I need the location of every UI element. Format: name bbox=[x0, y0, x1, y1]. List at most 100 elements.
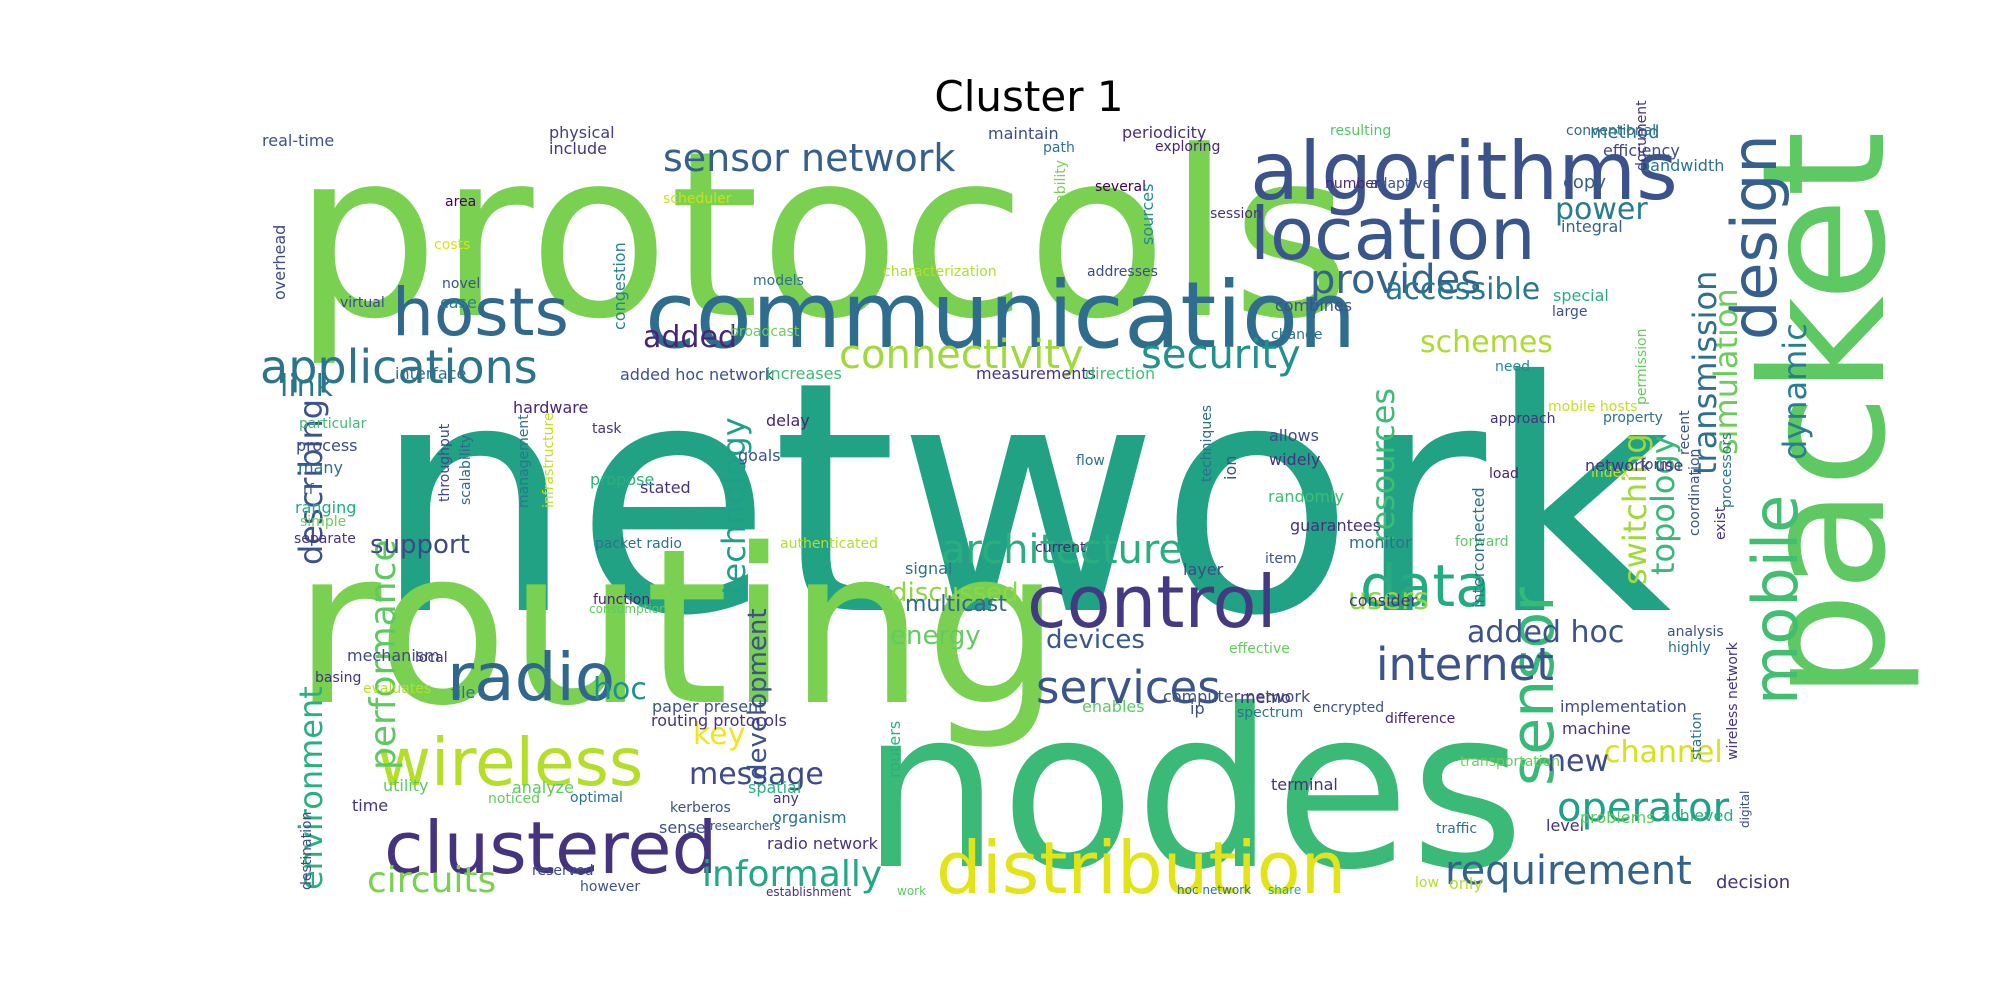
word-highly: highly bbox=[1668, 640, 1711, 656]
word-station: station bbox=[1689, 711, 1705, 760]
word-sense: sense bbox=[659, 818, 706, 837]
word-utility: utility bbox=[383, 776, 429, 795]
word-network-use: network use bbox=[1585, 456, 1684, 475]
word-connectivity: connectivity bbox=[839, 332, 1084, 378]
word-operator: operator bbox=[1557, 785, 1730, 831]
word-informally: informally bbox=[702, 854, 883, 895]
word-level: level bbox=[1546, 816, 1585, 835]
word-hosts: hosts bbox=[392, 274, 569, 351]
word-copy: copy bbox=[1563, 172, 1606, 193]
word-paper-present: paper present bbox=[652, 697, 765, 716]
word-ip: ip bbox=[1190, 699, 1205, 718]
word-optimal: optimal bbox=[570, 790, 623, 806]
word-wireless-network: wireless network bbox=[1725, 642, 1741, 760]
word-item: item bbox=[1265, 551, 1297, 567]
word-broadcast: broadcast bbox=[730, 324, 800, 340]
word-addresses: addresses bbox=[1087, 264, 1158, 280]
word-network: network bbox=[372, 314, 1672, 686]
word-nodes: nodes bbox=[861, 662, 1525, 918]
word-form: form bbox=[1640, 457, 1673, 473]
word-protocols: protocols bbox=[293, 103, 1352, 370]
word-consumption: consumption bbox=[589, 602, 667, 616]
word-work: work bbox=[897, 884, 927, 898]
word-routers: routers bbox=[885, 720, 904, 778]
word-provides: provides bbox=[1310, 257, 1482, 303]
word-analysis: analysis bbox=[1667, 624, 1724, 640]
word-virtual: virtual bbox=[340, 295, 385, 311]
word-circuits: circuits bbox=[367, 860, 497, 901]
word-file: file bbox=[451, 683, 476, 702]
word-energy: energy bbox=[890, 621, 981, 651]
word-special: special bbox=[1553, 286, 1609, 305]
word-only: only bbox=[1449, 874, 1483, 893]
word-conventional: conventional bbox=[1566, 123, 1657, 139]
word-basing: basing bbox=[315, 670, 362, 686]
word-current: current bbox=[1035, 540, 1086, 556]
word-share: share bbox=[1268, 883, 1302, 897]
word-location: location bbox=[1250, 192, 1536, 276]
word-digital: digital bbox=[1738, 790, 1752, 828]
word-flow: flow bbox=[1076, 453, 1105, 469]
word-development: development bbox=[743, 608, 773, 780]
word-new: new bbox=[1547, 744, 1610, 779]
word-discussed: discussed bbox=[891, 578, 1019, 608]
word-decision: decision bbox=[1716, 872, 1791, 893]
word-document: document bbox=[1634, 100, 1650, 171]
word-any: any bbox=[773, 791, 799, 807]
word-communication: communication bbox=[645, 262, 1357, 369]
word-internet: internet bbox=[1376, 638, 1554, 691]
word-congestion: congestion bbox=[610, 242, 629, 330]
word-problems: problems bbox=[1580, 808, 1655, 827]
word-efficiency: efficiency bbox=[1603, 141, 1680, 160]
word-integral: integral bbox=[1561, 217, 1623, 236]
word-channel: channel bbox=[1604, 735, 1723, 770]
word-property: property bbox=[1603, 410, 1663, 426]
word-authenticated: authenticated bbox=[780, 536, 878, 552]
word-message: message bbox=[689, 757, 824, 792]
word-permission: permission bbox=[1634, 328, 1650, 405]
chart-title: Cluster 1 bbox=[934, 72, 1124, 121]
word-combines: combines bbox=[1275, 296, 1353, 315]
word-physical: physical bbox=[549, 123, 615, 142]
word-need: need bbox=[1495, 359, 1530, 375]
word-interface: interface bbox=[395, 364, 467, 383]
word-low: low bbox=[1415, 875, 1439, 891]
word-devices: devices bbox=[1046, 625, 1145, 655]
word-ion: ion bbox=[1221, 455, 1240, 480]
word-goals: goals bbox=[738, 446, 781, 465]
word-bandwidth: bandwidth bbox=[1640, 156, 1725, 175]
word-link: link bbox=[280, 369, 334, 404]
word-interconnected: interconnected bbox=[1469, 487, 1488, 608]
word-spatial: spatial bbox=[748, 778, 802, 797]
word-novel: novel bbox=[442, 276, 481, 292]
word-path: path bbox=[1043, 140, 1075, 156]
word-costs: costs bbox=[434, 237, 471, 253]
word-time: time bbox=[352, 796, 389, 815]
word-wireless: wireless bbox=[377, 724, 644, 801]
word-implementation: implementation bbox=[1560, 697, 1687, 716]
word-task: task bbox=[592, 421, 622, 437]
word-index: index bbox=[1591, 465, 1630, 481]
word-terminal: terminal bbox=[1271, 775, 1338, 794]
word-transmission: transmission bbox=[1686, 270, 1724, 475]
word-support: support bbox=[370, 530, 470, 560]
word-overhead: overhead bbox=[270, 224, 289, 300]
word-exploring: exploring bbox=[1155, 139, 1221, 155]
word-rf: rf bbox=[303, 482, 314, 498]
word-traffic: traffic bbox=[1436, 821, 1478, 837]
word-session: session bbox=[1210, 206, 1262, 222]
word-increases: increases bbox=[766, 364, 842, 383]
word-several: several bbox=[1095, 179, 1147, 195]
word-however: however bbox=[580, 879, 641, 895]
word-routing: routing bbox=[293, 502, 1062, 753]
word-hoc: hoc bbox=[593, 672, 647, 707]
word-cloud-canvas bbox=[259, 124, 1794, 893]
word-adaptive: adaptive bbox=[1370, 176, 1432, 192]
word-layer: layer bbox=[1183, 560, 1224, 579]
word-particular: particular bbox=[299, 416, 367, 432]
word-spectrum: spectrum bbox=[1237, 705, 1304, 721]
word-mechanism: mechanism bbox=[347, 646, 440, 665]
word-accessible: accessible bbox=[1385, 272, 1541, 307]
word-added-hoc: added hoc bbox=[1467, 615, 1625, 650]
word-architecture: architecture bbox=[941, 527, 1184, 573]
